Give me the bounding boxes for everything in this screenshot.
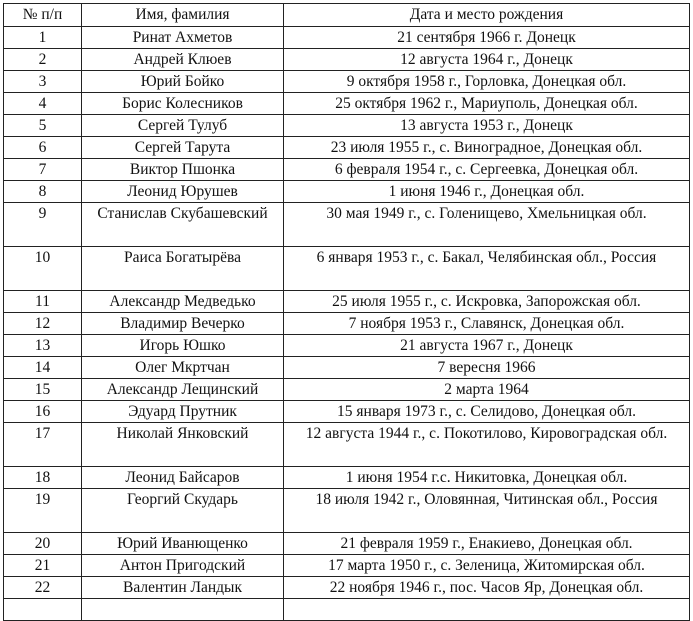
person-name: Николай Янковский [81, 422, 284, 467]
table-row: 14 Олег Мкртчан 7 вересня 1966 [3, 356, 690, 379]
person-name: Юрий Иванющенко [81, 532, 284, 555]
row-number: 13 [3, 334, 82, 357]
birth-date-place: 25 июля 1955 г., с. Искровка, Запорожска… [283, 290, 690, 313]
birth-date-place: 12 августа 1964 г., Донецк [283, 48, 690, 71]
birth-date-place: 21 августа 1967 г., Донецк [283, 334, 690, 357]
table-row: 8 Леонид Юрушев 1 июня 1946 г., Донецкая о… [3, 180, 690, 203]
table-row: 2 Андрей Клюев 12 августа 1964 г., Донецк [3, 48, 690, 71]
person-name: Станислав Скубашевский [81, 202, 284, 247]
table-row: 18 Леонид Байсаров 1 июня 1954 г.с. Никито… [3, 466, 690, 489]
person-name: Леонид Байсаров [81, 466, 284, 489]
birth-date-place [283, 598, 690, 621]
row-number: 17 [3, 422, 82, 467]
table-row: 19 Георгий Скударь 18 июля 1942 г., Оловян… [3, 488, 690, 533]
birth-date-place: 17 марта 1950 г., с. Зеленица, Житомирск… [283, 554, 690, 577]
person-name: Антон Пригодский [81, 554, 284, 577]
birth-date-place: 21 февраля 1959 г., Енакиево, Донецкая о… [283, 532, 690, 555]
table-row: 4 Борис Колесников 25 октября 1962 г., Мар… [3, 92, 690, 115]
header-name: Имя, фамилия [81, 3, 284, 27]
birth-date-place: 9 октября 1958 г., Горловка, Донецкая об… [283, 70, 690, 93]
person-name: Эдуард Прутник [81, 400, 284, 423]
person-name: Андрей Клюев [81, 48, 284, 71]
table-row: 7 Виктор Пшонка 6 февраля 1954 г., с. Серг… [3, 158, 690, 181]
row-number: 6 [3, 136, 82, 159]
birth-date-place: 21 сентября 1966 г. Донецк [283, 26, 690, 49]
person-name: Владимир Вечерко [81, 312, 284, 335]
table-row: 17 Николай Янковский 12 августа 1944 г., с… [3, 422, 690, 467]
table-row: 20 Юрий Иванющенко 21 февраля 1959 г., Ена… [3, 532, 690, 555]
header-birth: Дата и место рождения [283, 3, 690, 27]
row-number: 21 [3, 554, 82, 577]
table-row [3, 598, 690, 621]
person-name: Александр Лещинский [81, 378, 284, 401]
row-number: 3 [3, 70, 82, 93]
table-row: 12 Владимир Вечерко 7 ноября 1953 г., Слав… [3, 312, 690, 335]
person-name: Игорь Юшко [81, 334, 284, 357]
birth-date-place: 1 июня 1946 г., Донецкая обл. [283, 180, 690, 203]
row-number: 7 [3, 158, 82, 181]
person-name: Сергей Тарута [81, 136, 284, 159]
row-number: 11 [3, 290, 82, 313]
row-number: 1 [3, 26, 82, 49]
birth-table: № п/п Имя, фамилия Дата и место рождения… [3, 3, 690, 621]
person-name: Леонид Юрушев [81, 180, 284, 203]
table-row: 6 Сергей Тарута 23 июля 1955 г., с. Виногр… [3, 136, 690, 159]
birth-date-place: 6 января 1953 г., с. Бакал, Челябинская … [283, 246, 690, 291]
birth-date-place: 22 ноября 1946 г., пос. Часов Яр, Донецк… [283, 576, 690, 599]
birth-date-place: 15 января 1973 г., с. Селидово, Донецкая… [283, 400, 690, 423]
table-row: 10 Раиса Богатырёва 6 января 1953 г., с. Б… [3, 246, 690, 291]
person-name: Борис Колесников [81, 92, 284, 115]
row-number: 14 [3, 356, 82, 379]
birth-date-place: 7 вересня 1966 [283, 356, 690, 379]
table-row: 9 Станислав Скубашевский 30 мая 1949 г., с… [3, 202, 690, 247]
person-name: Раиса Богатырёва [81, 246, 284, 291]
birth-date-place: 30 мая 1949 г., с. Голенищево, Хмельницк… [283, 202, 690, 247]
table-row: 16 Эдуард Прутник 15 января 1973 г., с. Се… [3, 400, 690, 423]
birth-date-place: 6 февраля 1954 г., с. Сергеевка, Донецка… [283, 158, 690, 181]
row-number: 16 [3, 400, 82, 423]
person-name: Георгий Скударь [81, 488, 284, 533]
row-number: 5 [3, 114, 82, 137]
person-name: Ринат Ахметов [81, 26, 284, 49]
person-name [81, 598, 284, 621]
row-number: 20 [3, 532, 82, 555]
row-number: 15 [3, 378, 82, 401]
row-number: 19 [3, 488, 82, 533]
table-row: 15 Александр Лещинский 2 марта 1964 [3, 378, 690, 401]
row-number: 8 [3, 180, 82, 203]
header-number: № п/п [3, 3, 82, 27]
row-number: 10 [3, 246, 82, 291]
person-name: Виктор Пшонка [81, 158, 284, 181]
row-number: 22 [3, 576, 82, 599]
header-row: № п/п Имя, фамилия Дата и место рождения [3, 3, 690, 27]
person-name: Александр Медведько [81, 290, 284, 313]
birth-date-place: 2 марта 1964 [283, 378, 690, 401]
table-row: 21 Антон Пригодский 17 марта 1950 г., с. З… [3, 554, 690, 577]
birth-date-place: 18 июля 1942 г., Оловянная, Читинская об… [283, 488, 690, 533]
person-name: Сергей Тулуб [81, 114, 284, 137]
row-number: 12 [3, 312, 82, 335]
row-number: 9 [3, 202, 82, 247]
row-number: 2 [3, 48, 82, 71]
table-row: 1 Ринат Ахметов 21 сентября 1966 г. Донецк [3, 26, 690, 49]
row-number [3, 598, 82, 621]
person-name: Юрий Бойко [81, 70, 284, 93]
birth-date-place: 23 июля 1955 г., с. Виноградное, Донецка… [283, 136, 690, 159]
birth-date-place: 12 августа 1944 г., с. Покотилово, Киров… [283, 422, 690, 467]
table-row: 3 Юрий Бойко 9 октября 1958 г., Горловка, … [3, 70, 690, 93]
person-name: Олег Мкртчан [81, 356, 284, 379]
table-row: 5 Сергей Тулуб 13 августа 1953 г., Донецк [3, 114, 690, 137]
table-row: 13 Игорь Юшко 21 августа 1967 г., Донецк [3, 334, 690, 357]
birth-date-place: 13 августа 1953 г., Донецк [283, 114, 690, 137]
table-row: 22 Валентин Ландык 22 ноября 1946 г., пос.… [3, 576, 690, 599]
row-number: 4 [3, 92, 82, 115]
birth-date-place: 7 ноября 1953 г., Славянск, Донецкая обл… [283, 312, 690, 335]
person-name: Валентин Ландык [81, 576, 284, 599]
row-number: 18 [3, 466, 82, 489]
table-row: 11 Александр Медведько 25 июля 1955 г., с.… [3, 290, 690, 313]
birth-date-place: 25 октября 1962 г., Мариуполь, Донецкая … [283, 92, 690, 115]
birth-date-place: 1 июня 1954 г.с. Никитовка, Донецкая обл… [283, 466, 690, 489]
